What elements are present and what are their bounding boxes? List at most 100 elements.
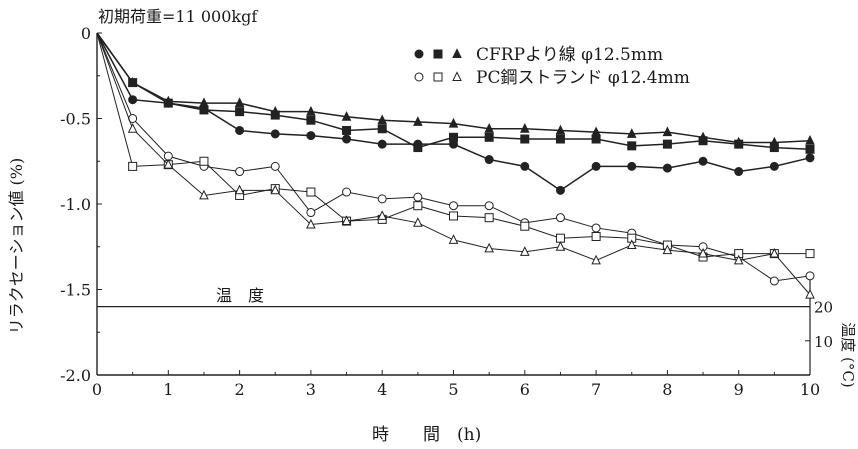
x-tick-label: 5: [448, 380, 458, 399]
open-circle-marker: [413, 192, 423, 202]
open-triangle-marker: [448, 234, 459, 244]
filled-triangle-marker: [413, 116, 423, 126]
y2-tick-label: 20: [814, 299, 833, 317]
open-triangle-marker: [698, 247, 708, 258]
y-tick-label: -1.0: [60, 195, 91, 214]
open-square-marker: [591, 231, 601, 241]
x-tick-label: 10: [800, 380, 820, 399]
filled-triangle-marker: [234, 97, 245, 108]
open-triangle-marker: [662, 244, 673, 255]
filled-square-marker: [413, 143, 423, 153]
filled-circle-marker: [520, 161, 530, 171]
filled-triangle-marker: [341, 111, 352, 121]
open-circle-marker: [414, 72, 424, 82]
filled-triangle-marker: [199, 97, 209, 108]
filled-square-marker: [235, 107, 245, 117]
x-tick-label: 9: [734, 380, 744, 399]
open-triangle-marker: [484, 242, 494, 253]
x-tick-label: 7: [591, 380, 601, 399]
open-square-marker: [805, 249, 815, 259]
x-tick-label: 1: [163, 380, 173, 399]
open-triangle-marker: [341, 215, 352, 226]
filled-square-marker: [627, 141, 637, 151]
open-circle-marker: [306, 208, 316, 218]
filled-circle-marker: [627, 161, 637, 171]
open-square-marker: [449, 211, 458, 221]
open-triangle-marker: [306, 218, 316, 229]
open-circle-marker: [377, 194, 387, 204]
filled-square-marker: [591, 134, 601, 144]
x-tick-label: 6: [520, 380, 530, 399]
open-square-marker: [484, 213, 494, 223]
filled-square-marker: [805, 144, 815, 154]
filled-circle-marker: [805, 153, 815, 163]
filled-square-marker: [449, 132, 458, 142]
legend-pc-label: PC鋼ストランド φ12.4mm: [476, 68, 690, 88]
open-circle-marker: [484, 201, 494, 211]
y-tick-label: -0.5: [60, 110, 91, 129]
axes: 0 1 2 3 4 5 6 7 8 9 10 0 -0.5 -1.0 -1.5 -2.0 20 10: [60, 24, 833, 399]
filled-square-marker: [484, 132, 494, 142]
open-triangle-marker: [555, 241, 566, 251]
filled-circle-marker: [128, 95, 138, 105]
open-triangle-marker: [127, 123, 138, 133]
filled-triangle-marker: [555, 124, 566, 135]
filled-triangle-marker: [805, 135, 815, 145]
y-tick-label: 0: [81, 24, 91, 43]
filled-square-marker: [306, 115, 316, 125]
open-square-marker: [199, 156, 209, 166]
y-tick-label: -1.5: [60, 281, 91, 300]
open-circle-marker: [591, 223, 601, 233]
filled-circle-marker: [484, 155, 494, 165]
filled-triangle-marker: [127, 76, 138, 87]
temperature-line-label: 温 度: [216, 286, 264, 305]
filled-circle-marker: [235, 125, 245, 135]
filled-triangle-marker: [484, 123, 494, 133]
series-cfrp-filled-triangle: [96, 32, 815, 147]
filled-square-marker: [199, 105, 209, 115]
filled-square-marker: [433, 49, 443, 59]
open-triangle-marker: [234, 184, 245, 195]
filled-triangle-marker: [519, 123, 530, 133]
legend: CFRPより線 φ12.5mm PC鋼ストランド φ12.4mm: [414, 45, 690, 88]
filled-triangle-marker: [306, 105, 316, 116]
open-square-marker: [413, 201, 423, 211]
x-axis-label: 時 間 (h): [372, 425, 481, 445]
filled-square-marker: [342, 125, 352, 135]
filled-triangle-marker: [662, 126, 673, 137]
filled-circle-marker: [769, 161, 779, 171]
filled-circle-marker: [555, 185, 565, 195]
filled-triangle-marker: [448, 117, 459, 128]
open-circle-marker: [342, 187, 352, 197]
filled-circle-marker: [734, 167, 744, 177]
open-circle-marker: [449, 201, 458, 211]
open-square-marker: [520, 221, 530, 231]
open-square-marker: [433, 72, 443, 82]
open-triangle-marker: [769, 247, 780, 258]
open-triangle-marker: [805, 288, 815, 299]
annotation-initial-load: 初期荷重=11 000kgf: [98, 7, 258, 26]
x-tick-label: 0: [92, 380, 102, 399]
open-triangle-marker: [733, 254, 744, 265]
filled-triangle-marker: [452, 48, 462, 58]
filled-triangle-marker: [733, 136, 744, 147]
open-square-marker: [306, 187, 316, 197]
filled-triangle-marker: [270, 105, 281, 116]
x-tick-label: 4: [377, 380, 387, 399]
filled-square-marker: [377, 124, 387, 134]
open-circle-marker: [235, 167, 245, 177]
filled-square-marker: [520, 134, 530, 144]
x-tick-label: 8: [662, 380, 672, 399]
filled-circle-marker: [698, 156, 708, 166]
x-tick-label: 3: [306, 380, 316, 399]
filled-triangle-marker: [698, 131, 708, 142]
filled-square-marker: [662, 139, 672, 149]
y-tick-label: -2.0: [60, 366, 91, 385]
filled-circle-marker: [377, 139, 387, 149]
series-pc-open-triangle: [96, 32, 815, 299]
open-circle-marker: [163, 151, 173, 161]
filled-triangle-marker: [377, 114, 388, 125]
open-circle-marker: [805, 271, 815, 281]
open-triangle-marker: [452, 71, 462, 81]
